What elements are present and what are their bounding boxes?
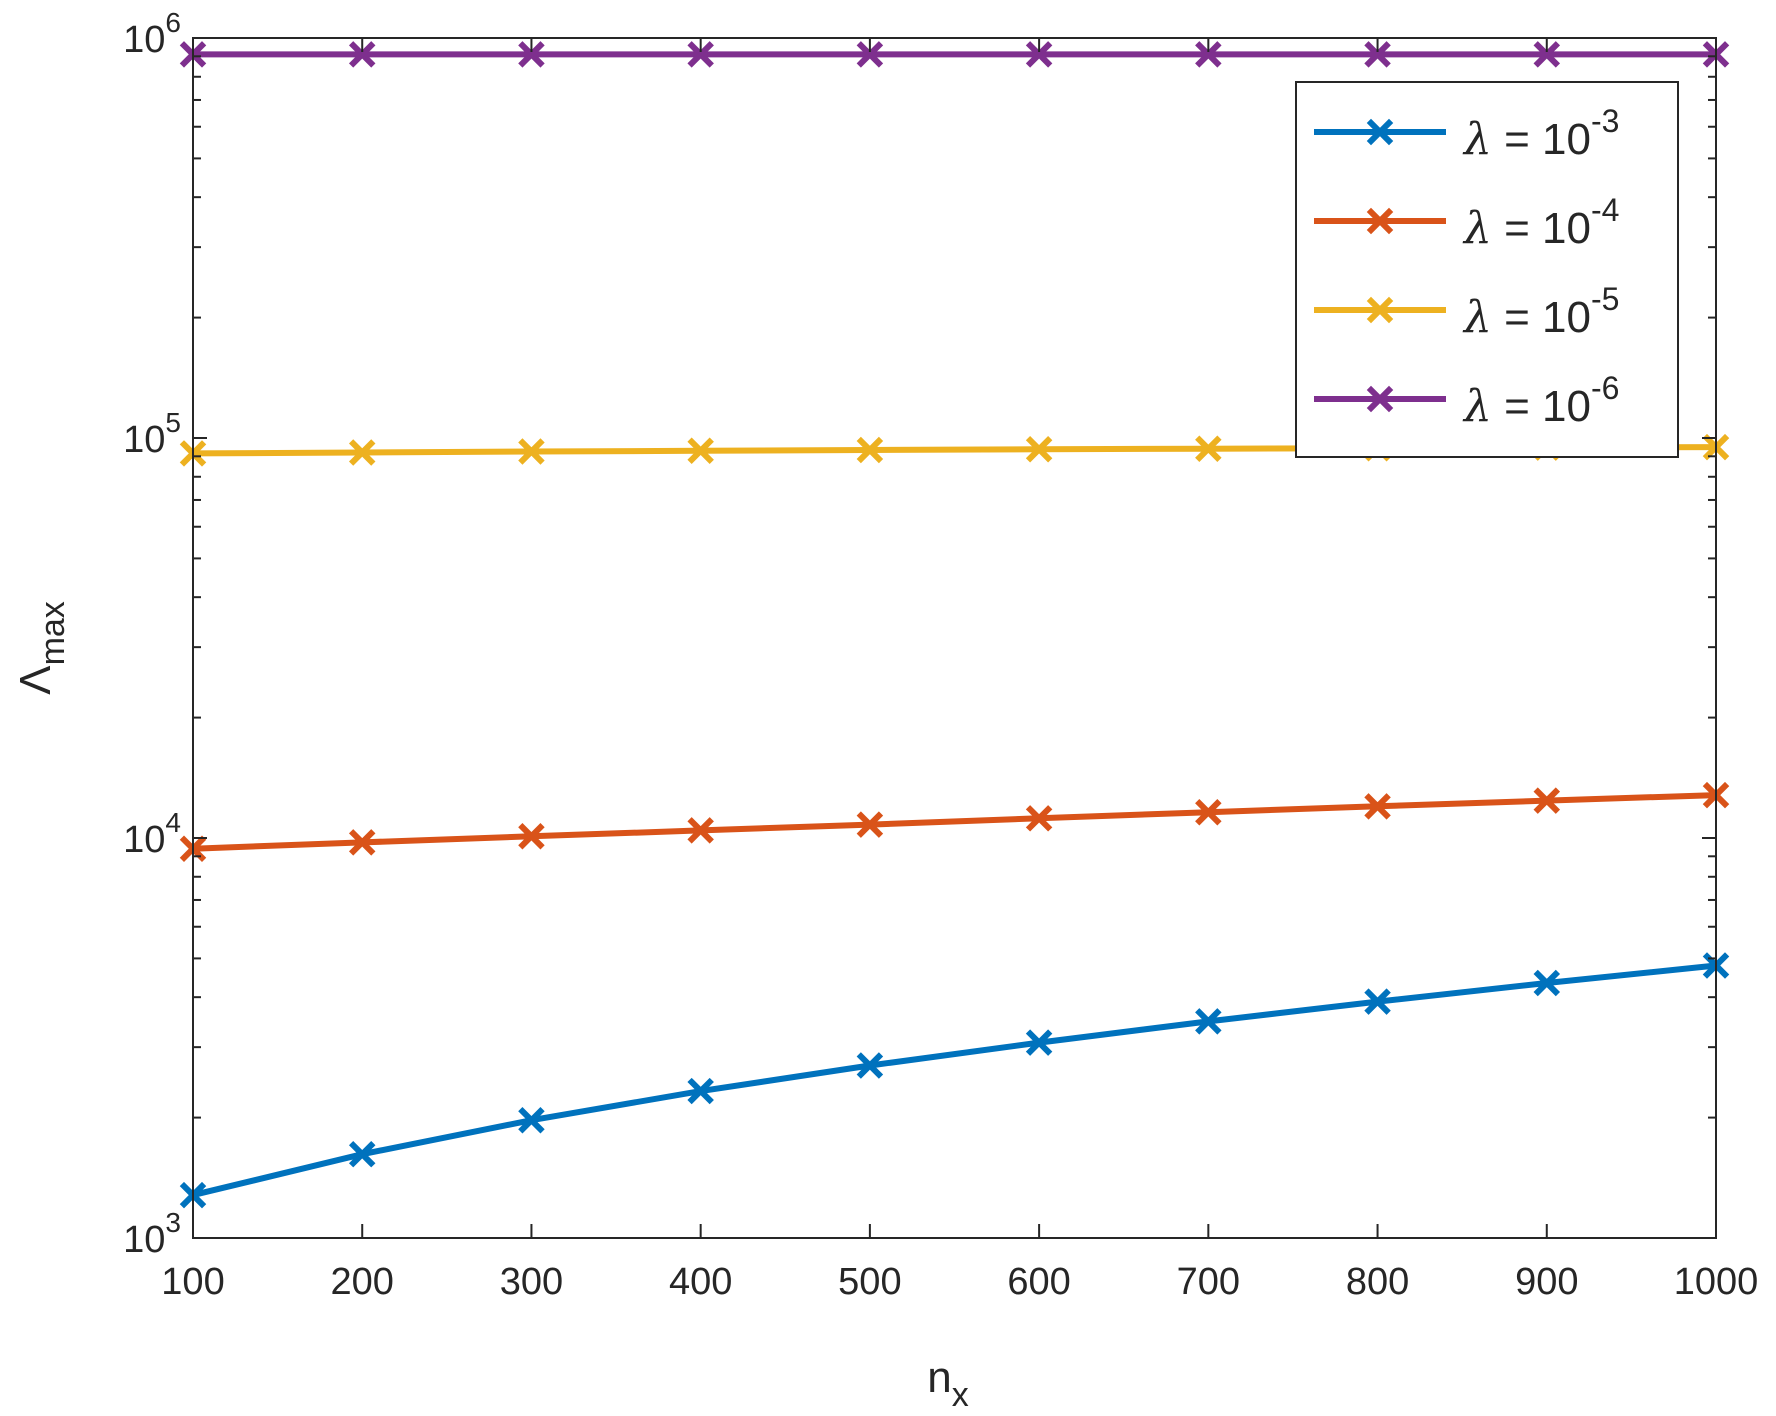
legend-swatch-marker (1366, 207, 1394, 235)
series-line (192, 792, 1717, 852)
legend-label-exponent: -3 (1591, 103, 1619, 139)
x-axis-label-base: n (927, 1353, 951, 1402)
x-tick-label: 200 (331, 1261, 394, 1303)
legend-label-symbol: λ (1462, 114, 1492, 165)
legend-label-symbol: λ (1462, 203, 1492, 254)
legend-box (1295, 81, 1679, 458)
series-1 (179, 952, 1730, 1209)
legend-label-exponent: -4 (1591, 192, 1619, 228)
y-tick-label-exponent: 4 (165, 807, 181, 838)
data-point (1025, 805, 1053, 832)
legend-entry: λ = 10-3 (1314, 103, 1619, 165)
data-point (518, 41, 545, 68)
data-point (687, 41, 714, 68)
x-tick-label: 300 (500, 1261, 563, 1303)
legend-swatch-marker (1366, 385, 1394, 413)
data-point (1195, 798, 1222, 826)
data-point (348, 439, 376, 466)
data-point (856, 436, 884, 464)
data-point (348, 1140, 376, 1168)
legend: λ = 10-3λ = 10-4λ = 10-5λ = 10-6 (1295, 81, 1679, 458)
x-axis-label: nx (927, 1353, 968, 1414)
y-tick-label: 103 (123, 1207, 181, 1261)
x-tick-label: 700 (1177, 1261, 1240, 1303)
data-point (518, 1106, 545, 1134)
legend-label-text: = 10 (1492, 115, 1591, 164)
plot-area-box (192, 37, 1717, 1239)
data-point (348, 41, 376, 68)
data-point (518, 823, 545, 850)
legend-entry: λ = 10-5 (1314, 281, 1619, 343)
legend-label-exponent: -5 (1591, 281, 1619, 317)
data-point (1195, 435, 1222, 462)
legend-label: λ = 10-4 (1462, 192, 1619, 254)
data-point (518, 438, 545, 465)
series-2 (179, 781, 1730, 862)
data-point (687, 437, 714, 465)
data-point (1364, 988, 1391, 1015)
y-tick-label-base: 10 (123, 19, 165, 61)
legend-label-exponent: -6 (1591, 370, 1619, 406)
data-point (687, 1077, 714, 1105)
y-axis-label-sub: max (34, 601, 72, 665)
y-tick-label-base: 10 (123, 819, 165, 861)
x-tick-label: 900 (1515, 1261, 1578, 1303)
y-tick-label: 105 (123, 407, 181, 461)
legend-label: λ = 10-6 (1462, 370, 1619, 432)
data-point (1195, 41, 1222, 68)
y-tick-label-base: 10 (123, 1219, 165, 1261)
y-axis-label-base: Λ (11, 665, 60, 695)
x-tick-label: 100 (161, 1261, 224, 1303)
data-point (1195, 1008, 1222, 1035)
data-point (1364, 793, 1391, 820)
data-point (1533, 969, 1561, 997)
data-point (856, 811, 884, 838)
legend-label-text: = 10 (1492, 293, 1591, 342)
legend-entry: λ = 10-4 (1314, 192, 1619, 254)
y-tick-label-base: 10 (123, 419, 165, 461)
data-point (856, 1052, 884, 1079)
data-point (856, 41, 884, 68)
series-4 (179, 41, 1730, 68)
x-tick-label: 1000 (1674, 1261, 1759, 1303)
x-tick-label: 800 (1346, 1261, 1409, 1303)
series-line (192, 962, 1717, 1199)
y-tick-label: 106 (123, 7, 181, 61)
data-point (1025, 1029, 1053, 1056)
y-axis-label: Λmax (11, 601, 72, 695)
data-point (1533, 41, 1561, 68)
legend-label-text: = 10 (1492, 382, 1591, 431)
x-tick-label: 400 (669, 1261, 732, 1303)
legend-swatch-marker (1366, 296, 1394, 324)
data-point (1364, 41, 1391, 68)
legend-label: λ = 10-3 (1462, 103, 1619, 165)
legend-label-symbol: λ (1462, 381, 1492, 432)
tick-layer (192, 37, 1717, 1239)
legend-entry: λ = 10-6 (1314, 370, 1619, 432)
x-tick-labels: 100 200 300 400 500 600 700 800 900 1000 (161, 1261, 1758, 1303)
x-tick-label: 500 (838, 1261, 901, 1303)
data-point (687, 817, 714, 844)
y-tick-label-exponent: 6 (165, 7, 181, 38)
data-point (1025, 436, 1053, 463)
data-point (348, 829, 376, 856)
y-tick-label-exponent: 5 (165, 407, 181, 438)
data-point (1533, 787, 1561, 814)
y-tick-label: 104 (123, 807, 181, 861)
y-tick-label-exponent: 3 (165, 1207, 181, 1238)
legend-label-symbol: λ (1462, 292, 1492, 343)
x-tick-label: 600 (1007, 1261, 1070, 1303)
legend-label: λ = 10-5 (1462, 281, 1619, 343)
data-point (1025, 41, 1053, 68)
x-axis-label-sub: x (952, 1376, 969, 1414)
legend-label-text: = 10 (1492, 204, 1591, 253)
legend-swatch-marker (1366, 118, 1394, 146)
